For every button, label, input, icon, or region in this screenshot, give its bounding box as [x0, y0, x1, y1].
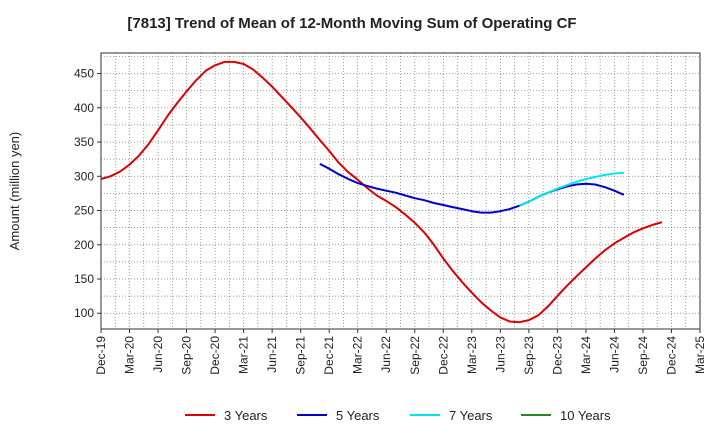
y-tick-label: 350 [74, 135, 94, 149]
x-tick-label: Jun-23 [493, 336, 507, 373]
x-tick-label: Dec-22 [436, 336, 450, 375]
y-tick-label: 250 [74, 204, 94, 218]
x-tick-label: Mar-22 [351, 336, 365, 374]
grid [100, 53, 701, 329]
legend-label: 7 Years [449, 408, 493, 423]
legend-label: 5 Years [336, 408, 380, 423]
x-tick-label: Mar-24 [579, 336, 593, 374]
y-tick-label: 400 [74, 101, 94, 115]
chart-title: [7813] Trend of Mean of 12-Month Moving … [127, 15, 576, 32]
y-tick-label: 450 [74, 67, 94, 81]
x-tick-label: Jun-24 [607, 336, 621, 373]
x-tick-label: Sep-24 [636, 336, 650, 375]
y-tick-label: 150 [74, 272, 94, 286]
x-tick-label: Mar-23 [465, 336, 479, 374]
x-tick-label: Sep-21 [294, 336, 308, 375]
x-tick-label: Mar-21 [237, 336, 251, 374]
x-tick-label: Mar-20 [123, 336, 137, 374]
x-tick-label: Sep-23 [522, 336, 536, 375]
x-tick-label: Jun-20 [151, 336, 165, 373]
plot-border [100, 52, 701, 330]
x-tick-label: Mar-25 [693, 336, 707, 374]
y-tick-label: 200 [74, 238, 94, 252]
x-tick-label: Jun-22 [379, 336, 393, 373]
legend: 3 Years 5 Years 7 Years 10 Years [185, 408, 611, 423]
series-lines [100, 60, 663, 324]
x-ticks: Dec-19 Mar-20 Jun-20 Sep-20 Dec-20 Mar-21 Jun-… [94, 329, 707, 375]
y-tick-label: 100 [74, 306, 94, 320]
x-tick-label: Sep-22 [408, 336, 422, 375]
x-tick-label: Dec-23 [550, 336, 564, 375]
y-ticks: 100 150 200 250 300 350 400 450 [74, 67, 101, 320]
y-axis-label: Amount (million yen) [7, 132, 22, 251]
y-tick-label: 300 [74, 169, 94, 183]
series-line-5-years [319, 163, 625, 214]
x-tick-label: Dec-19 [94, 336, 108, 375]
series-line-7-years [519, 171, 624, 207]
x-tick-label: Dec-20 [208, 336, 222, 375]
series-line-3-years [100, 60, 663, 324]
legend-label: 10 Years [560, 408, 611, 423]
x-tick-label: Jun-21 [265, 336, 279, 373]
x-tick-label: Dec-21 [322, 336, 336, 375]
x-tick-label: Dec-24 [664, 336, 678, 375]
x-tick-label: Sep-20 [180, 336, 194, 375]
legend-label: 3 Years [224, 408, 268, 423]
